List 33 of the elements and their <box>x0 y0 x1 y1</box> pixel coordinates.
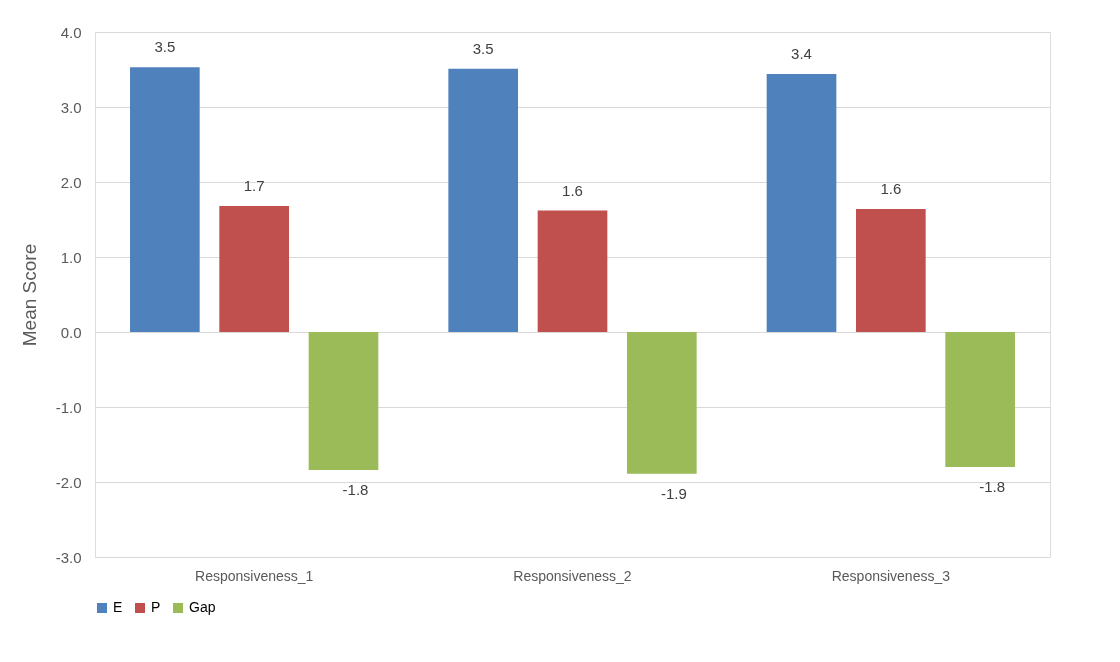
legend-label: E <box>113 599 123 615</box>
bar <box>766 74 837 332</box>
data-label: 1.7 <box>243 177 265 194</box>
bar <box>856 209 926 332</box>
bar <box>219 206 289 332</box>
y-tick-label: 3.0 <box>60 98 82 116</box>
data-label: 1.6 <box>880 180 902 197</box>
data-label: 3.5 <box>154 38 176 56</box>
x-tick-label: Responsiveness_3 <box>831 567 951 584</box>
data-label: -1.8 <box>979 478 1006 495</box>
data-label: -1.9 <box>660 484 687 502</box>
bar <box>130 67 200 332</box>
bar <box>537 210 608 332</box>
y-tick-label: -2.0 <box>55 473 82 491</box>
bar <box>308 332 379 470</box>
bar <box>448 68 519 332</box>
y-tick-label: 2.0 <box>60 173 82 191</box>
y-tick-label: 4.0 <box>60 23 82 41</box>
data-label: 3.5 <box>472 39 494 57</box>
data-label: -1.8 <box>342 481 369 498</box>
legend-label: Gap <box>189 599 216 615</box>
bar <box>626 332 697 474</box>
legend-label: P <box>151 599 161 615</box>
data-label: 3.4 <box>791 45 812 62</box>
y-tick-label: 1.0 <box>60 248 82 266</box>
y-tick-label: 0.0 <box>60 323 82 341</box>
x-tick-label: Responsiveness_1 <box>195 567 314 584</box>
y-axis-title: Mean Score <box>18 243 40 347</box>
y-tick-label: -1.0 <box>55 398 82 416</box>
data-label: 1.6 <box>562 181 583 199</box>
bar <box>945 332 1015 467</box>
y-tick-label: -3.0 <box>55 548 82 566</box>
x-tick-label: Responsiveness_2 <box>513 567 632 584</box>
